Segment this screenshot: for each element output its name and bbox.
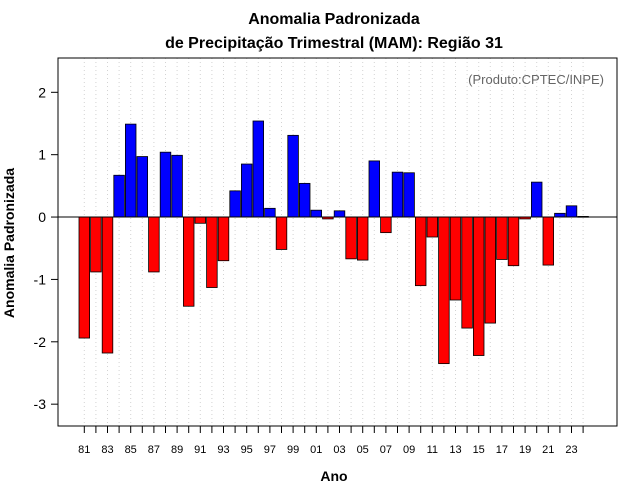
- bar-09: [403, 172, 415, 218]
- plot-frame: [57, 57, 618, 427]
- bar-97: [264, 207, 276, 218]
- bar-82: [90, 216, 102, 273]
- x-tick-label-07: 07: [380, 444, 392, 456]
- bar-03: [333, 210, 346, 218]
- bar-10: [414, 216, 427, 287]
- bar-07: [380, 216, 392, 234]
- y-tick-label--2: -2: [34, 334, 47, 350]
- bar-01: [310, 209, 323, 218]
- bar-88: [159, 151, 172, 218]
- bar-95: [240, 163, 253, 218]
- bar-92: [206, 216, 218, 288]
- y-axis: -3 -2 -1 0 1 2: [34, 84, 58, 412]
- bar-85: [125, 123, 137, 218]
- y-tick-label--3: -3: [34, 396, 47, 412]
- x-tick-label-97: 97: [264, 444, 276, 456]
- x-tick-label-93: 93: [217, 444, 229, 456]
- bar-00: [298, 182, 311, 218]
- x-tick-label-01: 01: [310, 444, 322, 456]
- bar-90: [182, 216, 195, 307]
- x-tick-label-91: 91: [194, 444, 206, 456]
- x-tick-label-23: 23: [565, 444, 577, 456]
- bar-99: [287, 134, 299, 218]
- bar-94: [229, 190, 241, 218]
- bar-06: [368, 160, 381, 218]
- bar-87: [148, 216, 160, 273]
- x-tick-label-09: 09: [403, 444, 415, 456]
- x-axis: 81 83 85 87 89 91 93 95 97 99 01 03 05 07 09 11 13 15 17 19…: [78, 426, 584, 456]
- x-axis-label: Ano: [320, 468, 347, 484]
- y-tick-label-2: 2: [38, 84, 46, 100]
- y-tick-label-0: 0: [38, 209, 46, 225]
- bars: [78, 120, 589, 365]
- bar-18: [507, 216, 520, 267]
- bar-21: [542, 216, 555, 266]
- bar-14: [461, 216, 473, 329]
- bar-86: [136, 156, 149, 218]
- x-tick-label-89: 89: [171, 444, 183, 456]
- bar-20: [531, 181, 543, 218]
- bar-08: [391, 171, 404, 218]
- bar-22: [554, 212, 566, 218]
- bar-17: [496, 216, 508, 260]
- bar-04: [345, 216, 357, 260]
- x-tick-label-83: 83: [101, 444, 113, 456]
- bar-23: [565, 205, 578, 218]
- x-tick-label-15: 15: [473, 444, 485, 456]
- x-tick-label-81: 81: [78, 444, 90, 456]
- x-tick-label-95: 95: [241, 444, 253, 456]
- chart-title-line1: Anomalia Padronizada: [248, 11, 420, 28]
- credit-text: (Produto:CPTEC/INPE): [468, 72, 604, 87]
- bar-83: [101, 216, 114, 354]
- bar-12: [438, 216, 450, 365]
- x-tick-label-13: 13: [449, 444, 461, 456]
- x-tick-label-11: 11: [427, 444, 438, 456]
- bar-98: [275, 216, 288, 250]
- bar-91: [194, 216, 207, 224]
- bar-81: [78, 216, 91, 339]
- bar-93: [217, 216, 230, 262]
- y-tick-label--1: -1: [34, 271, 47, 287]
- bar-84: [113, 174, 125, 218]
- x-tick-label-85: 85: [125, 444, 137, 456]
- bar-11: [426, 216, 439, 238]
- x-tick-label-05: 05: [357, 444, 369, 456]
- bar-16: [484, 216, 497, 324]
- bar-05: [356, 216, 369, 261]
- x-tick-label-99: 99: [287, 444, 299, 456]
- bar-96: [252, 120, 265, 218]
- y-axis-label: Anomalia Padronizada: [1, 168, 17, 318]
- x-tick-label-19: 19: [519, 444, 531, 456]
- x-tick-label-87: 87: [148, 444, 160, 456]
- bar-13: [449, 216, 462, 301]
- x-tick-label-03: 03: [333, 444, 345, 456]
- bar-15: [472, 216, 485, 356]
- bar-89: [171, 154, 183, 218]
- x-tick-label-21: 21: [542, 444, 554, 456]
- x-tick-label-17: 17: [496, 444, 508, 456]
- chart-title-line2: de Precipitação Trimestral (MAM): Região…: [165, 35, 503, 52]
- y-tick-label-1: 1: [38, 147, 46, 163]
